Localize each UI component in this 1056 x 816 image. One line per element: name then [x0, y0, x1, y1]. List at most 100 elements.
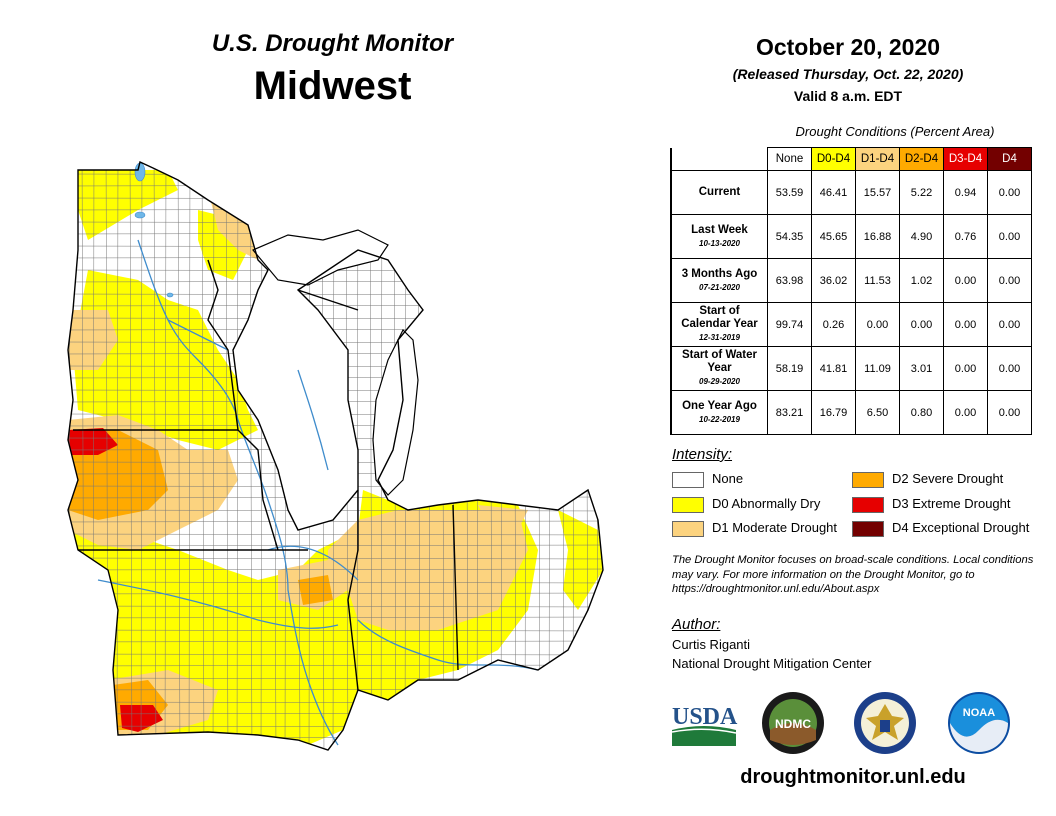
row-label-text: Start of Water Year [682, 349, 757, 374]
table-cell: 0.00 [899, 302, 944, 347]
conditions-caption: Drought Conditions (Percent Area) [795, 124, 995, 139]
drought-map [67, 161, 604, 751]
table-cell: 53.59 [767, 170, 812, 215]
row-label-text: One Year Ago [682, 399, 757, 412]
ndmc-logo-icon: NDMC [762, 692, 824, 754]
table-row: Current 53.59 46.41 15.57 5.22 0.94 0.00 [670, 170, 1032, 215]
table-cell: 0.00 [987, 302, 1032, 347]
author-heading: Author: [672, 616, 721, 633]
table-cell: 0.00 [987, 346, 1032, 391]
row-label-text: 3 Months Ago [681, 267, 758, 280]
row-label-text: Last Week [691, 223, 748, 236]
table-cell: 46.41 [811, 170, 856, 215]
legend-label: D0 Abnormally Dry [712, 496, 821, 511]
column-header-d1-d4: D1-D4 [855, 147, 900, 171]
legend-label: D3 Extreme Drought [892, 496, 1011, 511]
table-cell: 6.50 [855, 390, 900, 435]
table-cell: 0.00 [987, 390, 1032, 435]
table-cell: 5.22 [899, 170, 944, 215]
legend-swatch-d2 [852, 471, 884, 488]
legend-title: Intensity: [672, 446, 733, 463]
table-corner [671, 147, 768, 171]
table-cell: 1.02 [899, 258, 944, 303]
release-date: (Released Thursday, Oct. 22, 2020) [732, 66, 964, 82]
legend-swatch-d4 [852, 520, 884, 537]
row-label-text: Current [698, 186, 741, 198]
d3-areas [68, 428, 163, 732]
table-cell: 0.00 [987, 214, 1032, 259]
table-cell: 36.02 [811, 258, 856, 303]
legend-label: D1 Moderate Drought [712, 520, 838, 535]
table-cell: 0.80 [899, 390, 944, 435]
table-cell: 0.00 [943, 258, 988, 303]
row-label: Start of Water Year 09-29-2020 [670, 346, 768, 391]
table-cell: 58.19 [767, 346, 812, 391]
column-header-d3-d4: D3-D4 [943, 147, 988, 171]
table-cell: 4.90 [899, 214, 944, 259]
row-date: 12-31-2019 [699, 333, 740, 342]
table-row: Last Week 10-13-2020 54.35 45.65 16.88 4.90 0.… [670, 214, 1032, 259]
state-borders [67, 161, 604, 751]
svg-text:NDMC: NDMC [775, 717, 811, 731]
table-row: 3 Months Ago 07-21-2020 63.98 36.02 11.53 1.0… [670, 258, 1032, 303]
legend-item-d4: D4 Exceptional Drought [852, 519, 1029, 537]
table-cell: 45.65 [811, 214, 856, 259]
column-header-d4: D4 [987, 147, 1032, 171]
usda-logo-icon: USDA [671, 704, 738, 746]
legend-swatch-d0 [672, 496, 704, 513]
legend-item-d2: D2 Severe Drought [852, 470, 1003, 488]
row-date: 10-13-2020 [699, 238, 740, 248]
table-cell: 41.81 [811, 346, 856, 391]
table-cell: 16.79 [811, 390, 856, 435]
table-cell: 0.00 [943, 346, 988, 391]
row-label: Last Week 10-13-2020 [670, 214, 768, 259]
legend-swatch-d3 [852, 496, 884, 513]
column-header-none: None [767, 147, 812, 171]
table-cell: 15.57 [855, 170, 900, 215]
table-cell: 83.21 [767, 390, 812, 435]
table-row: One Year Ago 10-22-2019 83.21 16.79 6.50 0.80… [670, 390, 1032, 435]
lake-superior [252, 229, 389, 286]
map-title-region: Midwest [253, 64, 412, 108]
table-cell: 3.01 [899, 346, 944, 391]
table-cell: 11.53 [855, 258, 900, 303]
map-date: October 20, 2020 [755, 34, 941, 60]
column-header-d0-d4: D0-D4 [811, 147, 856, 171]
author-organization: National Drought Mitigation Center [672, 656, 872, 671]
table-cell: 0.76 [943, 214, 988, 259]
website-url[interactable]: droughtmonitor.unl.edu [740, 766, 966, 788]
lake-michigan [372, 328, 419, 496]
legend-swatch-none [672, 471, 704, 488]
row-label: Start of Calendar Year 12-31-2019 [670, 302, 768, 347]
table-cell: 54.35 [767, 214, 812, 259]
legend-label: None [712, 471, 744, 486]
table-row: Start of Calendar Year 12-31-2019 99.74 0.2… [670, 302, 1032, 347]
legend-swatch-d1 [672, 520, 704, 537]
inland-waters [134, 162, 174, 298]
table-cell: 0.00 [943, 390, 988, 435]
legend-item-d3: D3 Extreme Drought [852, 495, 1011, 513]
dept-commerce-seal-icon [854, 692, 916, 754]
table-cell: 0.00 [987, 258, 1032, 303]
table-cell: 0.94 [943, 170, 988, 215]
row-date: 10-22-2019 [699, 414, 740, 424]
drought-conditions-table: None D0-D4 D1-D4 D2-D4 D3-D4 D4 Current 53.59 4… [670, 147, 1032, 435]
row-date: 09-29-2020 [699, 377, 740, 386]
legend-label: D2 Severe Drought [892, 471, 1004, 486]
valid-time: Valid 8 a.m. EDT [793, 88, 903, 104]
row-date: 07-21-2020 [699, 282, 740, 292]
legend-item-d0: D0 Abnormally Dry [672, 495, 820, 513]
table-cell: 0.26 [811, 302, 856, 347]
legend-item-none: None [672, 470, 743, 488]
map-title-subtitle: U.S. Drought Monitor [211, 30, 454, 57]
author-name: Curtis Riganti [672, 637, 751, 652]
table-cell: 99.74 [767, 302, 812, 347]
row-label: One Year Ago 10-22-2019 [670, 390, 768, 435]
legend-label: D4 Exceptional Drought [892, 520, 1030, 535]
noaa-logo-icon: NOAA [948, 692, 1010, 754]
table-row: Start of Water Year 09-29-2020 58.19 41.81 1… [670, 346, 1032, 391]
svg-text:NOAA: NOAA [963, 707, 995, 719]
table-header-row: None D0-D4 D1-D4 D2-D4 D3-D4 D4 [671, 147, 1032, 171]
table-cell: 16.88 [855, 214, 900, 259]
row-label-text: Start of Calendar Year [681, 305, 758, 330]
